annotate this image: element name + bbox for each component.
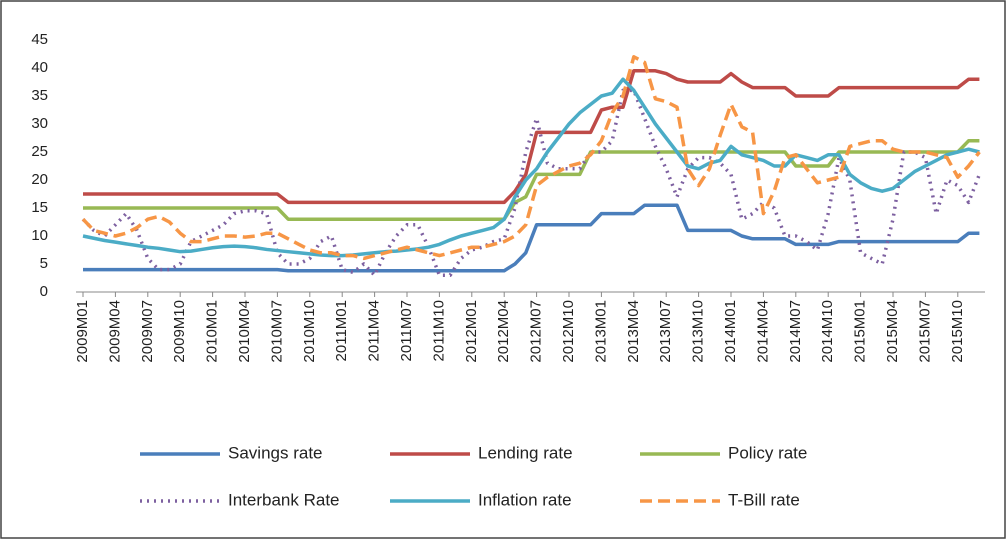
y-tick-label: 5 [40, 255, 48, 272]
x-tick-label: 2014M10 [819, 300, 836, 363]
series-line [83, 69, 980, 205]
series-line [81, 55, 981, 261]
x-tick-label: 2011M04 [366, 300, 383, 361]
x-tick-label: 2009M10 [171, 300, 188, 363]
series-line [81, 88, 982, 277]
x-tick-label: 2015M10 [949, 300, 966, 363]
x-tick-label: 2012M10 [560, 300, 577, 363]
legend-label: Savings rate [228, 443, 323, 462]
y-tick-label: 15 [31, 199, 48, 216]
legend-label: Policy rate [728, 443, 807, 462]
legend-label: Lending rate [478, 443, 573, 462]
x-tick-label: 2014M07 [787, 300, 804, 363]
x-tick-label: 2011M07 [398, 300, 415, 361]
x-tick-label: 2013M01 [592, 300, 609, 363]
x-tick-label: 2011M01 [333, 300, 350, 361]
x-tick-label: 2015M04 [884, 300, 901, 363]
x-tick-label: 2015M07 [916, 300, 933, 363]
x-tick-label: 2010M01 [204, 300, 221, 363]
legend-label: Inflation rate [478, 490, 572, 509]
legend-label: Interbank Rate [228, 490, 340, 509]
x-tick-label: 2012M07 [528, 300, 545, 363]
y-tick-label: 45 [31, 31, 48, 48]
y-tick-label: 30 [31, 115, 48, 132]
x-tick-label: 2011M10 [430, 300, 447, 361]
y-tick-label: 0 [40, 283, 48, 300]
x-tick-label: 2015M01 [852, 300, 869, 363]
x-tick-label: 2010M10 [301, 300, 318, 363]
y-tick-label: 25 [31, 143, 48, 160]
x-tick-label: 2012M01 [463, 300, 480, 363]
y-tick-label: 40 [31, 59, 48, 76]
x-tick-label: 2013M04 [625, 300, 642, 363]
x-tick-label: 2014M04 [754, 300, 771, 363]
x-tick-label: 2014M01 [722, 300, 739, 363]
y-tick-label: 35 [31, 87, 48, 104]
x-tick-label: 2009M04 [106, 300, 123, 363]
x-tick-label: 2010M04 [236, 300, 253, 363]
y-tick-label: 20 [31, 171, 48, 188]
y-tick-label: 10 [31, 227, 48, 244]
x-tick-label: 2009M07 [139, 300, 156, 363]
series-line [83, 203, 980, 273]
x-tick-label: 2009M01 [74, 300, 91, 363]
series-line [83, 139, 980, 221]
x-tick-label: 2013M07 [657, 300, 674, 363]
series-line [82, 77, 980, 258]
x-tick-label: 2010M07 [268, 300, 285, 363]
legend-label: T-Bill rate [728, 490, 800, 509]
x-tick-label: 2013M10 [690, 300, 707, 363]
x-tick-label: 2012M04 [495, 300, 512, 363]
